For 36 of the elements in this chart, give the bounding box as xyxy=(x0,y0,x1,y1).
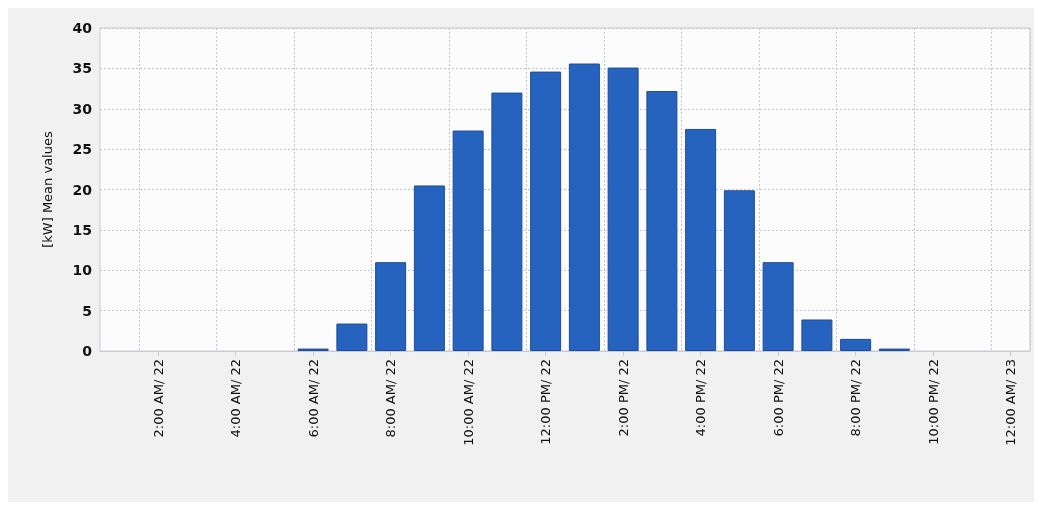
x-tick-label: 10:00 AM/ 22 xyxy=(460,359,476,446)
y-tick-label: 15 xyxy=(72,221,92,238)
y-tick-label: 20 xyxy=(72,181,93,198)
bar xyxy=(491,92,523,351)
x-tick-label: 6:00 PM/ 22 xyxy=(770,359,786,437)
bar xyxy=(607,67,639,351)
x-tick-label: 2:00 PM/ 22 xyxy=(615,359,631,437)
y-tick-label: 0 xyxy=(82,343,93,359)
x-tick-label: 6:00 AM/ 22 xyxy=(305,359,321,438)
bar xyxy=(646,90,678,351)
y-tick-label: 25 xyxy=(72,141,92,158)
x-tick-label: 12:00 PM/ 22 xyxy=(538,359,554,445)
bar xyxy=(375,262,407,351)
y-tick-label: 5 xyxy=(82,302,92,319)
bar xyxy=(685,128,717,351)
x-tick-label: 10:00 PM/ 22 xyxy=(925,359,941,445)
x-tick-label: 8:00 AM/ 22 xyxy=(383,359,399,438)
bar xyxy=(568,63,600,351)
y-tick-label: 35 xyxy=(72,60,92,77)
x-tick-label: 2:00 AM/ 22 xyxy=(150,359,166,438)
bar xyxy=(723,190,755,351)
bar xyxy=(336,323,368,351)
y-tick-label: 30 xyxy=(72,100,93,117)
y-tick-label: 10 xyxy=(72,262,93,279)
y-axis-title: [kW] Mean values xyxy=(40,131,55,248)
x-tick-label: 4:00 PM/ 22 xyxy=(693,359,709,437)
bar xyxy=(413,185,445,351)
x-tick-label: 8:00 PM/ 22 xyxy=(848,359,864,437)
x-tick-label: 12:00 AM/ 23 xyxy=(1003,359,1019,446)
x-tick-label: 4:00 AM/ 22 xyxy=(228,359,244,438)
bar xyxy=(840,338,872,351)
bar xyxy=(801,319,833,351)
y-tick-label: 40 xyxy=(72,20,93,36)
bar xyxy=(762,262,794,351)
bar xyxy=(452,130,484,351)
bar xyxy=(530,71,562,351)
